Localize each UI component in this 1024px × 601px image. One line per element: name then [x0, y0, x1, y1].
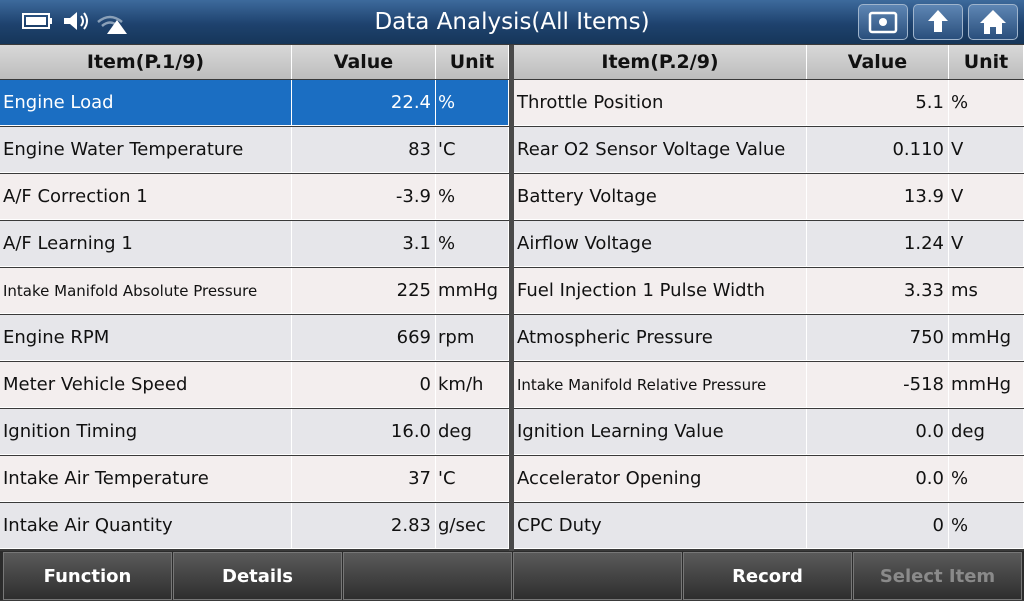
item-value[interactable]: 0 [807, 503, 949, 549]
column-header: Unit [436, 45, 509, 79]
item-name[interactable]: A/F Learning 1 [0, 221, 292, 267]
item-value[interactable]: 0.0 [807, 456, 949, 502]
item-name[interactable]: A/F Correction 1 [0, 174, 292, 220]
item-value[interactable]: 3.1 [292, 221, 436, 267]
item-value[interactable]: 22.4 [292, 80, 436, 126]
item-name[interactable]: Intake Air Quantity [0, 503, 292, 549]
item-unit[interactable]: km/h [436, 362, 509, 408]
item-name[interactable]: Accelerator Opening [514, 456, 807, 502]
item-unit[interactable]: V [949, 127, 1024, 173]
home-button[interactable] [968, 4, 1018, 40]
item-name[interactable]: Engine Water Temperature [0, 127, 292, 173]
item-unit[interactable]: % [436, 174, 509, 220]
item-unit[interactable]: % [949, 80, 1024, 126]
item-value[interactable]: 83 [292, 127, 436, 173]
item-unit[interactable]: 'C [436, 127, 509, 173]
footer-button[interactable]: Function [3, 552, 172, 600]
column-header: Unit [949, 45, 1024, 79]
battery-tip [49, 18, 52, 24]
item-unit[interactable]: V [949, 174, 1024, 220]
item-value[interactable]: 1.24 [807, 221, 949, 267]
item-value[interactable]: 2.83 [292, 503, 436, 549]
item-name[interactable]: Battery Voltage [514, 174, 807, 220]
item-value[interactable]: 16.0 [292, 409, 436, 455]
empty-button [513, 552, 682, 600]
item-unit[interactable]: deg [949, 409, 1024, 455]
item-name[interactable]: Engine RPM [0, 315, 292, 361]
item-unit[interactable]: mmHg [949, 362, 1024, 408]
item-value[interactable]: -518 [807, 362, 949, 408]
item-unit[interactable]: % [436, 221, 509, 267]
item-value[interactable]: 13.9 [807, 174, 949, 220]
footer-button[interactable]: Details [173, 552, 342, 600]
item-unit[interactable]: % [436, 80, 509, 126]
item-name[interactable]: Atmospheric Pressure [514, 315, 807, 361]
item-name[interactable]: Rear O2 Sensor Voltage Value [514, 127, 807, 173]
column-header: Item(P.1/9) [0, 45, 292, 79]
item-name[interactable]: Intake Manifold Absolute Pressure [0, 268, 292, 314]
camera-icon [868, 11, 898, 34]
column-header: Item(P.2/9) [514, 45, 807, 79]
item-unit[interactable]: ms [949, 268, 1024, 314]
item-value[interactable]: 0.0 [807, 409, 949, 455]
item-value[interactable]: 0.110 [807, 127, 949, 173]
item-name[interactable]: Airflow Voltage [514, 221, 807, 267]
item-unit[interactable]: % [949, 503, 1024, 549]
item-name[interactable]: Throttle Position [514, 80, 807, 126]
item-unit[interactable]: mmHg [949, 315, 1024, 361]
item-value[interactable]: 37 [292, 456, 436, 502]
warning-icon [107, 20, 127, 34]
page-title: Data Analysis(All Items) [374, 9, 650, 35]
item-unit[interactable]: deg [436, 409, 509, 455]
status-icons [22, 12, 127, 34]
item-value[interactable]: 0 [292, 362, 436, 408]
item-name[interactable]: CPC Duty [514, 503, 807, 549]
column-header: Value [292, 45, 436, 79]
speaker-waves [80, 12, 88, 30]
back-button[interactable] [913, 4, 963, 40]
footer-button[interactable]: Record [683, 552, 852, 600]
item-unit[interactable]: rpm [436, 315, 509, 361]
item-unit[interactable]: g/sec [436, 503, 509, 549]
item-unit[interactable]: V [949, 221, 1024, 267]
battery-level [26, 17, 46, 25]
item-value[interactable]: 3.33 [807, 268, 949, 314]
item-value[interactable]: 225 [292, 268, 436, 314]
item-name[interactable]: Intake Manifold Relative Pressure [514, 362, 807, 408]
speaker-icon [64, 12, 77, 30]
item-unit[interactable]: 'C [436, 456, 509, 502]
footer-button: Select Item [853, 552, 1022, 600]
item-unit[interactable]: mmHg [436, 268, 509, 314]
home-icon [980, 10, 1006, 34]
item-value[interactable]: 5.1 [807, 80, 949, 126]
item-name[interactable]: Meter Vehicle Speed [0, 362, 292, 408]
table-divider [509, 45, 514, 551]
item-value[interactable]: -3.9 [292, 174, 436, 220]
item-name[interactable]: Fuel Injection 1 Pulse Width [514, 268, 807, 314]
item-name[interactable]: Intake Air Temperature [0, 456, 292, 502]
screenshot-button[interactable] [858, 4, 908, 40]
data-table: Item(P.1/9) Value Unit Engine Load 22.4% Engi… [0, 45, 509, 550]
back-icon [928, 10, 948, 32]
item-value[interactable]: 750 [807, 315, 949, 361]
item-unit[interactable]: % [949, 456, 1024, 502]
column-header: Value [807, 45, 949, 79]
item-name[interactable]: Ignition Timing [0, 409, 292, 455]
item-value[interactable]: 669 [292, 315, 436, 361]
item-name[interactable]: Ignition Learning Value [514, 409, 807, 455]
empty-button [343, 552, 512, 600]
item-name[interactable]: Engine Load [0, 80, 292, 126]
data-table: Item(P.2/9) Value Unit Throttle Position 5.1… [514, 45, 1024, 550]
title-bar [0, 0, 1024, 44]
